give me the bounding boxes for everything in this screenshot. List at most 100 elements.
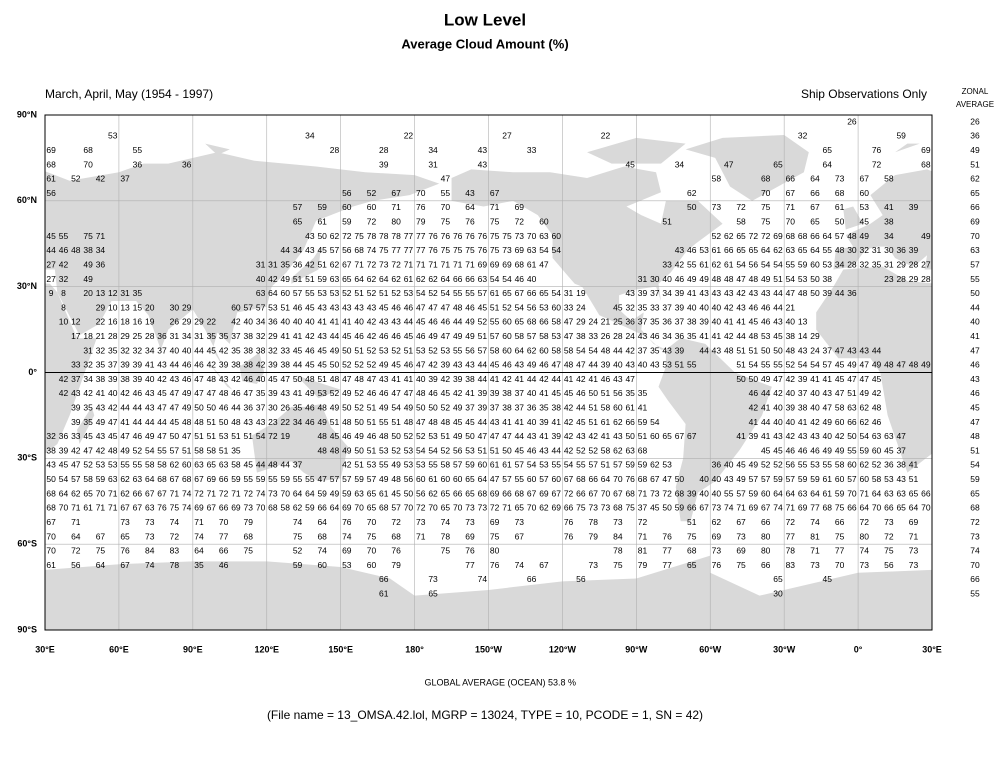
- cell-value: 46: [367, 388, 377, 398]
- cell-value: 51: [847, 388, 857, 398]
- cell-value: 60: [613, 403, 623, 413]
- cell-value: 80: [761, 546, 771, 556]
- cell-value: 72: [219, 488, 229, 498]
- cell-value: 63: [256, 288, 266, 298]
- zonal-average: 46: [970, 360, 980, 370]
- cell-value: 38: [256, 345, 266, 355]
- cell-value: 41: [404, 374, 414, 384]
- cell-value: 32: [96, 345, 106, 355]
- cell-value: 37: [465, 403, 475, 413]
- cell-value: 75: [170, 503, 180, 513]
- cell-value: 68: [157, 474, 167, 484]
- longitude-label: 30°W: [773, 644, 796, 654]
- cell-value: 67: [564, 474, 574, 484]
- cell-value: 64: [96, 560, 106, 570]
- cell-value: 71: [736, 503, 746, 513]
- cell-value: 75: [835, 503, 845, 513]
- cell-value: 74: [145, 560, 155, 570]
- cell-value: 48: [724, 274, 734, 284]
- cell-value: 47: [835, 388, 845, 398]
- cell-value: 39: [441, 360, 451, 370]
- cell-value: 60: [502, 331, 512, 341]
- cell-value: 41: [317, 317, 327, 327]
- cell-value: 49: [280, 274, 290, 284]
- cell-value: 54: [749, 360, 759, 370]
- cell-value: 45: [157, 388, 167, 398]
- cell-value: 55: [133, 460, 143, 470]
- cell-value: 57: [478, 288, 488, 298]
- cell-value: 63: [145, 503, 155, 513]
- cell-value: 39: [601, 360, 611, 370]
- cell-value: 53: [317, 288, 327, 298]
- cell-value: 64: [601, 474, 611, 484]
- cell-value: 35: [625, 388, 635, 398]
- cell-value: 55: [773, 360, 783, 370]
- cell-value: 70: [453, 503, 463, 513]
- cell-value: 63: [625, 445, 635, 455]
- cell-value: 70: [83, 159, 93, 169]
- cell-value: 44: [527, 374, 537, 384]
- cell-value: 63: [108, 474, 118, 484]
- cell-value: 26: [847, 116, 857, 126]
- cell-value: 37: [662, 302, 672, 312]
- cell-value: 29: [194, 317, 204, 327]
- cell-value: 71: [404, 259, 414, 269]
- cell-value: 50: [194, 403, 204, 413]
- cell-value: 43: [675, 245, 685, 255]
- cell-value: 24: [576, 302, 586, 312]
- cell-value: 58: [441, 460, 451, 470]
- cell-value: 37: [515, 388, 525, 398]
- cell-value: 43: [367, 302, 377, 312]
- latitude-label: 90°N: [17, 109, 37, 119]
- cell-value: 42: [231, 374, 241, 384]
- cell-value: 67: [120, 560, 130, 570]
- cell-value: 66: [502, 488, 512, 498]
- cell-value: 49: [921, 231, 931, 241]
- cell-value: 37: [638, 503, 648, 513]
- cell-value: 45: [170, 417, 180, 427]
- cell-value: 52: [773, 460, 783, 470]
- cell-value: 29: [896, 259, 906, 269]
- cell-value: 39: [71, 403, 81, 413]
- cell-value: 9: [49, 288, 54, 298]
- cell-value: 73: [588, 503, 598, 513]
- cell-value: 48: [391, 474, 401, 484]
- cell-value: 65: [810, 217, 820, 227]
- cell-value: 45: [317, 245, 327, 255]
- cell-value: 74: [515, 560, 525, 570]
- cell-value: 75: [736, 560, 746, 570]
- cell-value: 79: [638, 560, 648, 570]
- cell-value: 60: [835, 474, 845, 484]
- cell-value: 64: [379, 274, 389, 284]
- cell-value: 51: [490, 445, 500, 455]
- cell-value: 52: [391, 345, 401, 355]
- cell-value: 42: [157, 374, 167, 384]
- cell-value: 62: [330, 259, 340, 269]
- cell-value: 42: [588, 431, 598, 441]
- cell-value: 31: [194, 331, 204, 341]
- cell-value: 44: [231, 403, 241, 413]
- cell-value: 57: [478, 345, 488, 355]
- longitude-label: 120°W: [549, 644, 577, 654]
- cell-value: 70: [441, 202, 451, 212]
- cell-value: 45: [108, 431, 118, 441]
- cell-value: 67: [613, 488, 623, 498]
- cell-value: 45: [268, 374, 278, 384]
- cell-value: 70: [613, 474, 623, 484]
- cell-value: 43: [515, 360, 525, 370]
- cell-value: 38: [83, 245, 93, 255]
- cell-value: 75: [884, 546, 894, 556]
- cell-value: 40: [293, 317, 303, 327]
- cell-value: 60: [502, 317, 512, 327]
- cell-value: 48: [268, 460, 278, 470]
- cell-value: 45: [465, 417, 475, 427]
- cell-value: 41: [736, 431, 746, 441]
- cell-value: 74: [317, 546, 327, 556]
- cell-value: 75: [367, 531, 377, 541]
- cell-value: 43: [625, 288, 635, 298]
- cell-value: 14: [798, 331, 808, 341]
- cell-value: 70: [256, 503, 266, 513]
- cell-value: 48: [786, 345, 796, 355]
- cell-value: 69: [539, 488, 549, 498]
